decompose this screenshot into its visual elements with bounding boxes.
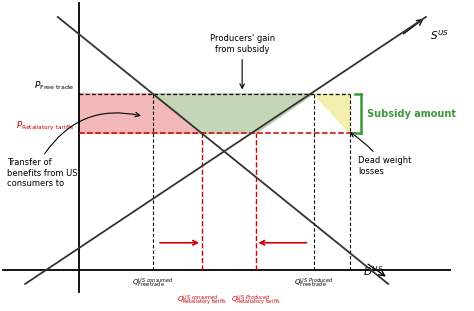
- Text: $Q_{\mathrm{Retaliatory\ tariffs}}^{US\ consumed}$: $Q_{\mathrm{Retaliatory\ tariffs}}^{US\ …: [177, 294, 227, 309]
- Text: Producers' gain
from subsidy: Producers' gain from subsidy: [210, 35, 275, 88]
- Text: $Q_{\mathrm{Retaliatory\ tariffs}}^{US\ Produced}$: $Q_{\mathrm{Retaliatory\ tariffs}}^{US\ …: [230, 294, 281, 309]
- Polygon shape: [79, 94, 202, 133]
- Text: $P_{\mathrm{Free\ trade}}$: $P_{\mathrm{Free\ trade}}$: [35, 80, 74, 92]
- Text: $Q_{\mathrm{Free\ trade}}^{US\ Produced}$: $Q_{\mathrm{Free\ trade}}^{US\ Produced}…: [294, 277, 333, 290]
- Text: Dead weight
losses: Dead weight losses: [351, 133, 412, 175]
- Text: Subsidy amount: Subsidy amount: [367, 109, 456, 118]
- Text: $D^{US}$: $D^{US}$: [363, 264, 384, 278]
- Text: $Q_{\mathrm{Free\ trade}}^{US\ consumed}$: $Q_{\mathrm{Free\ trade}}^{US\ consumed}…: [132, 277, 173, 290]
- Text: Transfer of
benefits from US
consumers to: Transfer of benefits from US consumers t…: [7, 158, 78, 188]
- Text: $S^{US}$: $S^{US}$: [430, 28, 449, 42]
- Text: $P_{\mathrm{Retaliatory\ tariffs}}$: $P_{\mathrm{Retaliatory\ tariffs}}$: [16, 119, 74, 132]
- Polygon shape: [314, 94, 349, 133]
- Polygon shape: [153, 94, 314, 133]
